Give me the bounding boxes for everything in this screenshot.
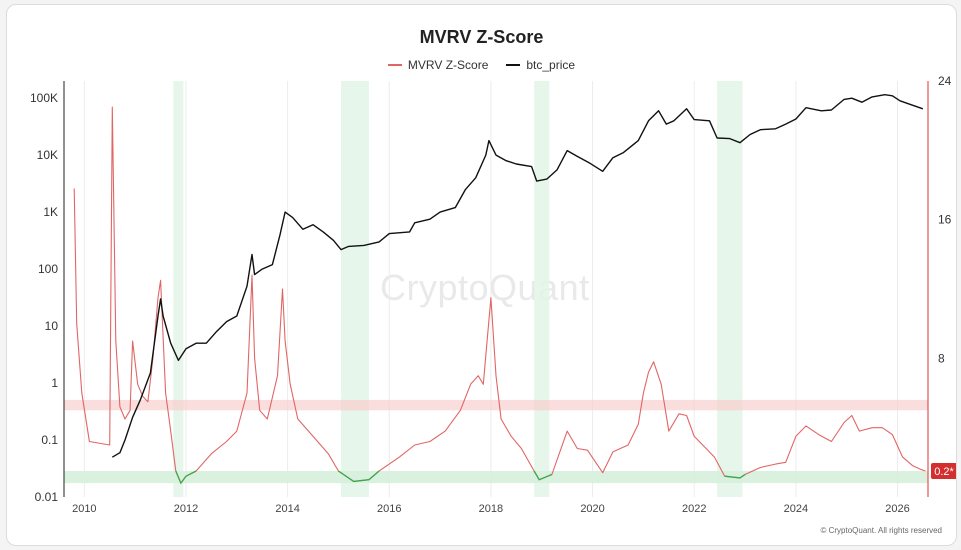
legend-swatch-btc-price — [506, 64, 521, 66]
y-left-tick-label: 0.01 — [35, 490, 59, 504]
watermark: CryptoQuant — [380, 267, 590, 308]
mvrv-undervalued-segment — [175, 470, 197, 485]
legend-item-btc-price[interactable]: btc_price — [506, 58, 575, 72]
x-tick-label: 2026 — [885, 503, 909, 515]
chart-legend: MVRV Z-Score btc_price — [7, 58, 956, 72]
x-tick-label: 2020 — [580, 503, 604, 515]
green-zone-band — [64, 471, 928, 484]
x-tick-label: 2014 — [275, 503, 299, 515]
current-value-badge — [931, 463, 956, 479]
chart-card: MVRV Z-Score MVRV Z-Score btc_price Cryp… — [6, 4, 957, 546]
y-left-tick-label: 1 — [51, 376, 58, 390]
mvrv-undervalued-segment — [338, 470, 380, 483]
legend-swatch-mvrv — [387, 64, 402, 66]
shaded-period-band — [173, 81, 184, 497]
legend-item-mvrv[interactable]: MVRV Z-Score — [387, 58, 489, 72]
shaded-period-band — [340, 81, 369, 497]
y-left-tick-label: 100K — [30, 91, 58, 105]
chart-title: MVRV Z-Score — [419, 27, 544, 47]
legend-label-mvrv: MVRV Z-Score — [407, 58, 489, 72]
mvrv-undervalued-segment — [533, 470, 553, 481]
legend-label-btc-price: btc_price — [526, 58, 576, 72]
shaded-period-band — [717, 81, 743, 497]
chart-plot: 0.01 0.1 1 10 100 1K 10K 100K 8 16 24 2010 2012 2014 2… — [30, 74, 956, 515]
y-left-tick-label: 0.1 — [41, 433, 58, 447]
btc-price-line — [111, 94, 924, 458]
y-left-tick-label: 1K — [43, 205, 58, 219]
x-tick-label: 2016 — [377, 503, 401, 515]
y-left-tick-label: 10 — [45, 319, 59, 333]
red-zone-band — [64, 399, 928, 411]
y-left-tick-label: 10K — [37, 148, 58, 162]
copyright-notice: © CryptoQuant. All rights reserved — [820, 526, 943, 535]
x-tick-label: 2024 — [784, 503, 808, 515]
x-tick-label: 2010 — [72, 503, 96, 515]
shaded-period-band — [534, 81, 550, 497]
current-value-badge-text: 0.2* — [934, 466, 954, 478]
y-right-tick-label: 16 — [938, 213, 952, 227]
y-right-tick-label: 8 — [938, 351, 945, 365]
y-right-tick-label: 24 — [938, 74, 952, 88]
x-tick-label: 2018 — [479, 503, 503, 515]
x-tick-label: 2012 — [174, 503, 198, 515]
x-tick-label: 2022 — [682, 503, 706, 515]
y-left-tick-label: 100 — [38, 262, 58, 276]
mvrv-zscore-line — [73, 106, 926, 484]
mvrv-undervalued-segment — [724, 473, 746, 479]
